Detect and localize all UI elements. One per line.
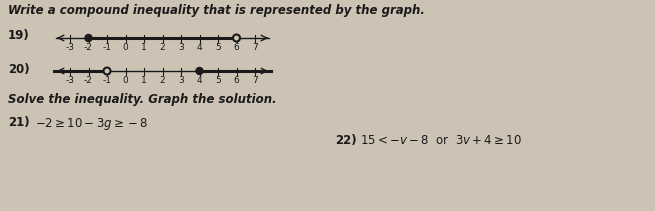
Text: Solve the inequality. Graph the solution.: Solve the inequality. Graph the solution…: [8, 93, 276, 106]
Text: $15 < -v - 8$  or  $3v + 4 \geq 10$: $15 < -v - 8$ or $3v + 4 \geq 10$: [360, 134, 522, 147]
Circle shape: [233, 35, 240, 42]
Text: -2: -2: [84, 43, 93, 52]
Text: -3: -3: [66, 76, 75, 85]
Text: 1: 1: [141, 43, 147, 52]
Text: 4: 4: [196, 43, 202, 52]
Text: 20): 20): [8, 62, 29, 76]
Text: 6: 6: [234, 43, 239, 52]
Text: -2: -2: [84, 76, 93, 85]
Text: $-2 \geq 10 - 3g \geq -8$: $-2 \geq 10 - 3g \geq -8$: [35, 116, 149, 132]
Text: -3: -3: [66, 43, 75, 52]
Text: 6: 6: [234, 76, 239, 85]
Text: 3: 3: [178, 76, 184, 85]
Text: 21): 21): [8, 116, 29, 129]
Circle shape: [196, 68, 203, 74]
Text: 7: 7: [252, 76, 258, 85]
Circle shape: [103, 68, 111, 74]
Text: 4: 4: [196, 76, 202, 85]
Text: 0: 0: [122, 43, 128, 52]
Text: 22): 22): [335, 134, 356, 147]
Text: 5: 5: [215, 76, 221, 85]
Text: 19): 19): [8, 30, 29, 42]
Text: 3: 3: [178, 43, 184, 52]
Text: 2: 2: [160, 76, 165, 85]
Text: 7: 7: [252, 43, 258, 52]
Text: 2: 2: [160, 43, 165, 52]
Text: 5: 5: [215, 43, 221, 52]
Text: -1: -1: [102, 43, 111, 52]
Circle shape: [85, 35, 92, 42]
Text: 1: 1: [141, 76, 147, 85]
Text: Write a compound inequality that is represented by the graph.: Write a compound inequality that is repr…: [8, 4, 425, 17]
Text: -1: -1: [102, 76, 111, 85]
Text: 0: 0: [122, 76, 128, 85]
